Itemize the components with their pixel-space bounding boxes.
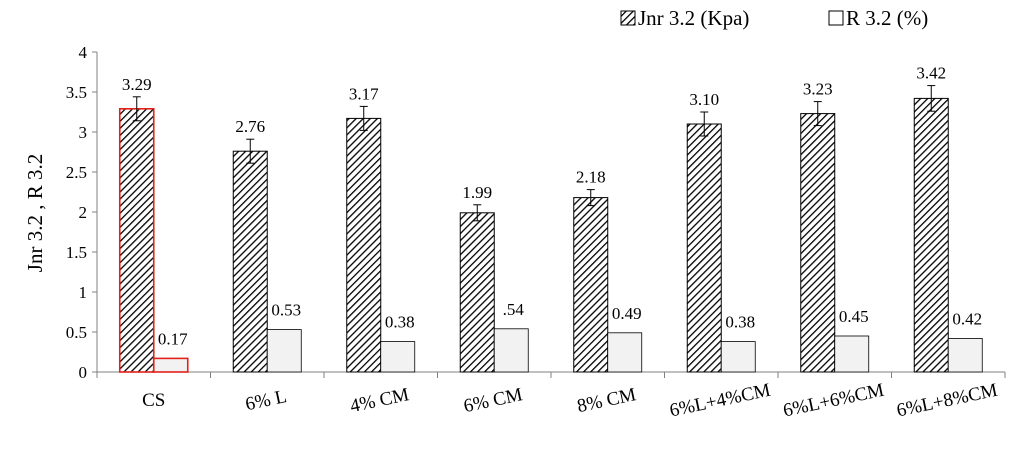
legend-label: Jnr 3.2 (Kpa) [638,6,749,30]
bar-r [720,341,756,373]
data-label-jnr: 2.18 [576,168,606,187]
legend-label: R 3.2 (%) [846,6,928,30]
plot-area: 0 0.5 1 1.5 2 2.5 3 3.5 4 3.29 0.17 CS 2.76 0.53 6% L 3… [66,43,1006,422]
bar-r [947,337,983,373]
category-label: 6% L [244,386,289,415]
data-label-jnr: 3.10 [689,90,719,109]
data-label-jnr: 1.99 [462,183,492,202]
data-label-r: .54 [503,300,525,319]
bar-jnr [232,150,268,373]
y-tick-label: 3 [79,123,88,142]
bar-r [380,341,416,373]
y-tick-label: 1.5 [66,243,87,262]
y-tick-label: 1 [79,283,88,302]
bar-r [834,335,870,373]
data-label-r: 0.45 [839,307,869,326]
y-tick-label: 4 [79,43,88,62]
data-label-r: 0.49 [612,304,642,323]
data-label-jnr: 3.29 [122,75,152,94]
y-tick-label: 0 [79,363,88,382]
category-label: 6%L+4%CM [668,380,773,422]
y-tick-label: 2 [79,203,88,222]
bar-jnr [459,212,495,373]
legend-swatch [620,10,636,26]
data-label-jnr: 3.42 [916,64,946,83]
data-label-jnr: 3.23 [803,80,833,99]
bar-jnr [118,108,155,373]
bar-jnr [686,123,722,373]
bar-r [493,328,529,373]
bar-r [266,329,302,373]
legend: Jnr 3.2 (Kpa) R 3.2 (%) [620,6,928,30]
bar-jnr [913,97,949,373]
bar-jnr [573,197,609,373]
category-label: 6%L+6%CM [781,380,886,422]
category-label: CS [142,390,165,411]
bar-r [152,357,189,373]
category-label: 8% CM [575,384,638,417]
category-label: 6% CM [462,384,525,417]
y-axis-title: Jnr 3.2 , R 3.2 [23,154,47,272]
data-label-jnr: 2.76 [235,117,265,136]
y-tick-label: 0.5 [66,323,87,342]
data-label-r: 0.38 [385,313,415,332]
legend-swatch [828,10,844,26]
data-label-jnr: 3.17 [349,84,379,103]
y-tick-label: 3.5 [66,83,87,102]
bar-jnr [800,113,836,373]
data-label-r: 0.42 [952,309,982,328]
data-label-r: 0.17 [158,329,188,348]
data-label-r: 0.53 [271,301,301,320]
bar-r [607,332,643,373]
category-label: 4% CM [348,384,411,417]
data-label-r: 0.38 [725,313,755,332]
bar-jnr [346,117,382,373]
y-tick-label: 2.5 [66,163,87,182]
category-label: 6%L+8%CM [895,380,1000,422]
